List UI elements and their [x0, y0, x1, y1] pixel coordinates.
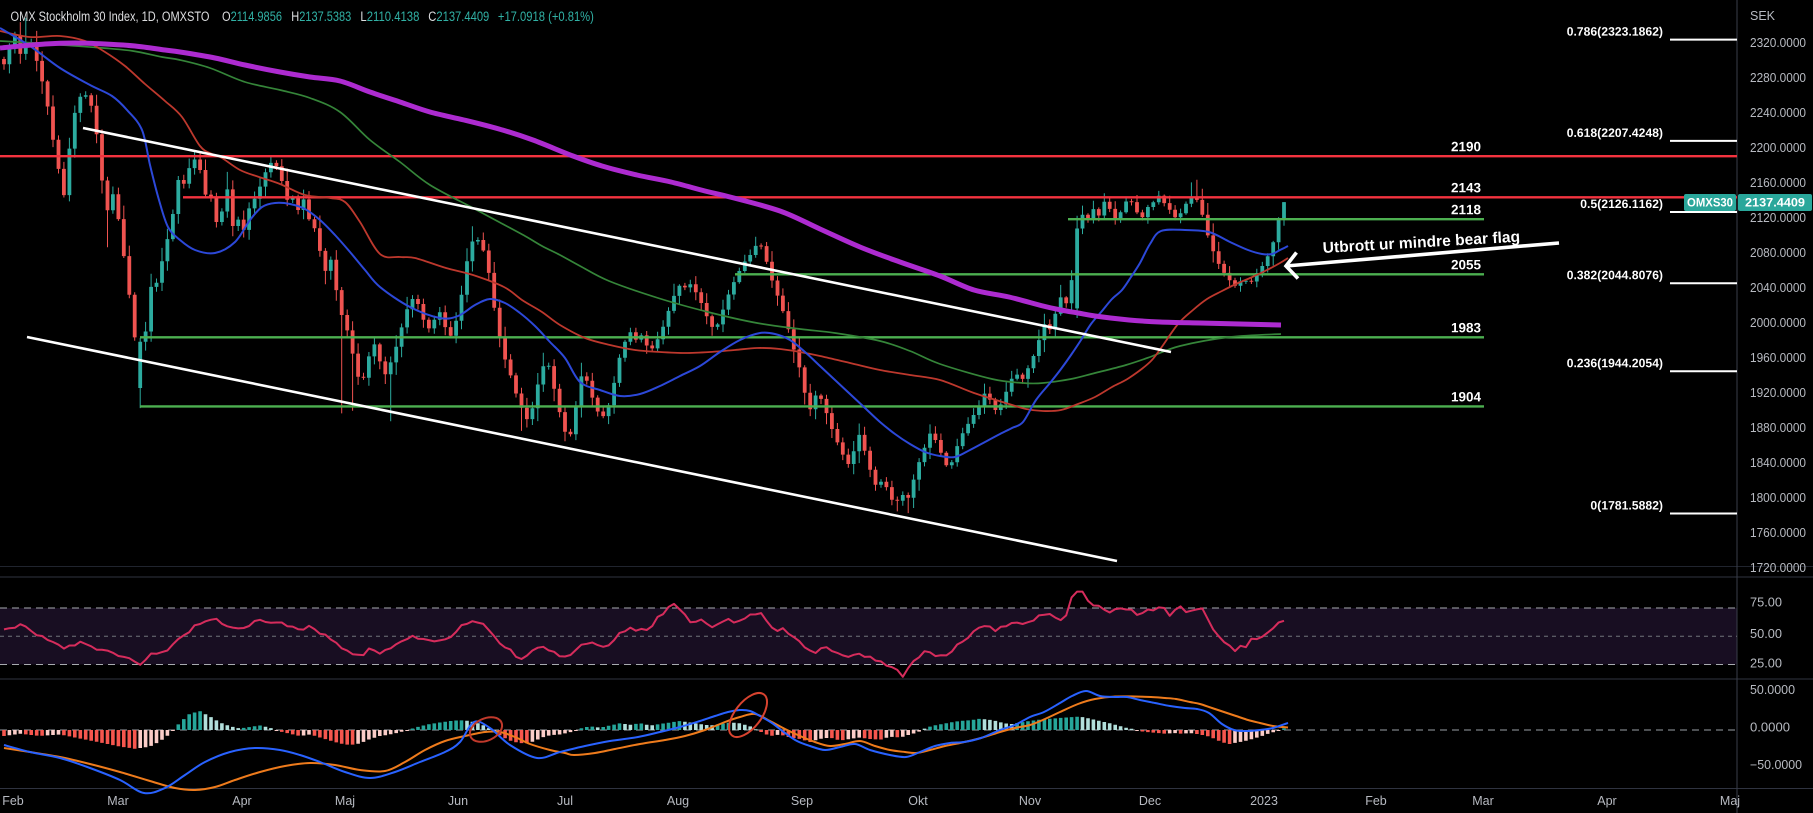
svg-text:C2137.4409: C2137.4409	[428, 9, 489, 24]
svg-text:2000.0000: 2000.0000	[1750, 316, 1806, 330]
svg-text:1840.0000: 1840.0000	[1750, 456, 1806, 470]
svg-text:25.00: 25.00	[1750, 657, 1782, 671]
svg-text:Mar: Mar	[1472, 794, 1494, 808]
svg-text:1800.0000: 1800.0000	[1750, 491, 1806, 505]
svg-text:2280.0000: 2280.0000	[1750, 71, 1806, 85]
svg-text:OMXS30: OMXS30	[1687, 198, 1733, 210]
svg-text:2080.0000: 2080.0000	[1750, 246, 1806, 260]
svg-text:Apr: Apr	[1597, 794, 1616, 808]
svg-text:1920.0000: 1920.0000	[1750, 386, 1806, 400]
svg-text:Feb: Feb	[2, 794, 24, 808]
svg-text:2120.0000: 2120.0000	[1750, 211, 1806, 225]
svg-text:Okt: Okt	[908, 794, 928, 808]
svg-text:2240.0000: 2240.0000	[1750, 106, 1806, 120]
svg-text:SEK: SEK	[1750, 9, 1776, 23]
svg-text:Maj: Maj	[1720, 794, 1740, 808]
svg-text:50.00: 50.00	[1750, 627, 1782, 641]
svg-text:Jul: Jul	[557, 794, 573, 808]
svg-text:Mar: Mar	[107, 794, 129, 808]
svg-text:Aug: Aug	[667, 794, 689, 808]
svg-text:Apr: Apr	[232, 794, 251, 808]
svg-text:O2114.9856: O2114.9856	[222, 9, 282, 24]
svg-text:2137.4409: 2137.4409	[1745, 196, 1805, 210]
svg-text:2040.0000: 2040.0000	[1750, 281, 1806, 295]
svg-text:1960.0000: 1960.0000	[1750, 351, 1806, 365]
svg-text:OMX Stockholm 30 Index, 1D, OM: OMX Stockholm 30 Index, 1D, OMXSTO	[11, 9, 210, 24]
svg-text:2200.0000: 2200.0000	[1750, 141, 1806, 155]
svg-text:Dec: Dec	[1139, 794, 1161, 808]
svg-text:Maj: Maj	[335, 794, 355, 808]
svg-text:L2110.4138: L2110.4138	[360, 9, 419, 24]
svg-text:H2137.5383: H2137.5383	[291, 9, 351, 24]
svg-text:2160.0000: 2160.0000	[1750, 176, 1806, 190]
svg-text:1720.0000: 1720.0000	[1750, 561, 1806, 575]
svg-text:Jun: Jun	[448, 794, 468, 808]
svg-text:Nov: Nov	[1019, 794, 1042, 808]
svg-text:0.0000: 0.0000	[1750, 721, 1790, 735]
svg-text:Feb: Feb	[1365, 794, 1387, 808]
svg-text:−50.0000: −50.0000	[1750, 758, 1802, 772]
svg-text:1880.0000: 1880.0000	[1750, 421, 1806, 435]
svg-text:75.00: 75.00	[1750, 596, 1782, 610]
svg-text:1760.0000: 1760.0000	[1750, 526, 1806, 540]
svg-text:2023: 2023	[1250, 794, 1278, 808]
svg-text:2320.0000: 2320.0000	[1750, 36, 1806, 50]
svg-text:50.0000: 50.0000	[1750, 683, 1795, 697]
svg-text:Sep: Sep	[791, 794, 813, 808]
svg-text:+17.0918 (+0.81%): +17.0918 (+0.81%)	[498, 9, 594, 24]
